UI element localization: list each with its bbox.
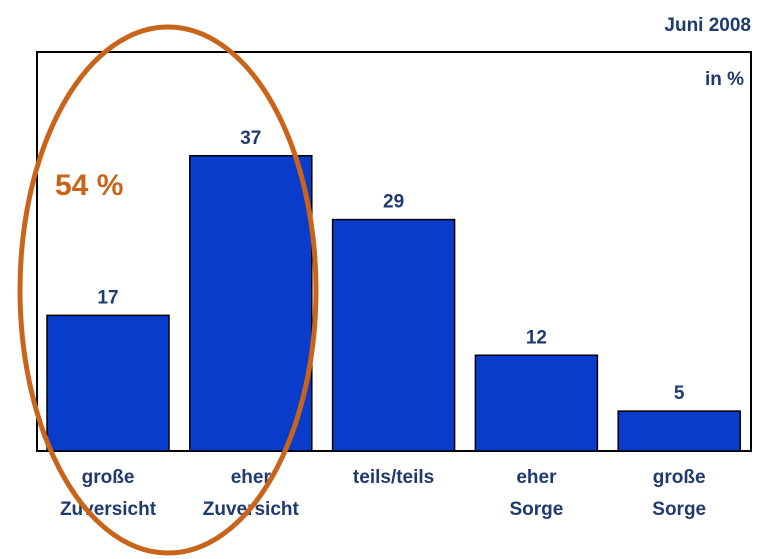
highlight-ellipse xyxy=(17,24,319,556)
bar xyxy=(189,154,313,452)
x-tick-label: eher Sorge xyxy=(509,467,563,520)
value-label: 17 xyxy=(97,287,118,308)
value-label: 5 xyxy=(674,383,685,404)
bar xyxy=(474,354,599,452)
x-tick-label: teils/teils xyxy=(353,467,434,488)
unit-label: in % xyxy=(705,69,744,90)
bar xyxy=(617,410,741,452)
x-tick-label: große Sorge xyxy=(652,467,706,520)
bar xyxy=(46,314,170,452)
annotation: 54 % xyxy=(55,169,123,202)
bar xyxy=(331,218,456,452)
chart-subtitle: Juni 2008 xyxy=(664,15,751,36)
value-label: 12 xyxy=(526,327,547,348)
x-tick-label: eher Zuversicht xyxy=(203,467,300,520)
value-label: 29 xyxy=(383,192,404,213)
value-label: 37 xyxy=(240,128,261,149)
